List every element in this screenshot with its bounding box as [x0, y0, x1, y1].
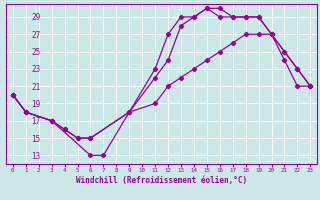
X-axis label: Windchill (Refroidissement éolien,°C): Windchill (Refroidissement éolien,°C) — [76, 176, 247, 185]
